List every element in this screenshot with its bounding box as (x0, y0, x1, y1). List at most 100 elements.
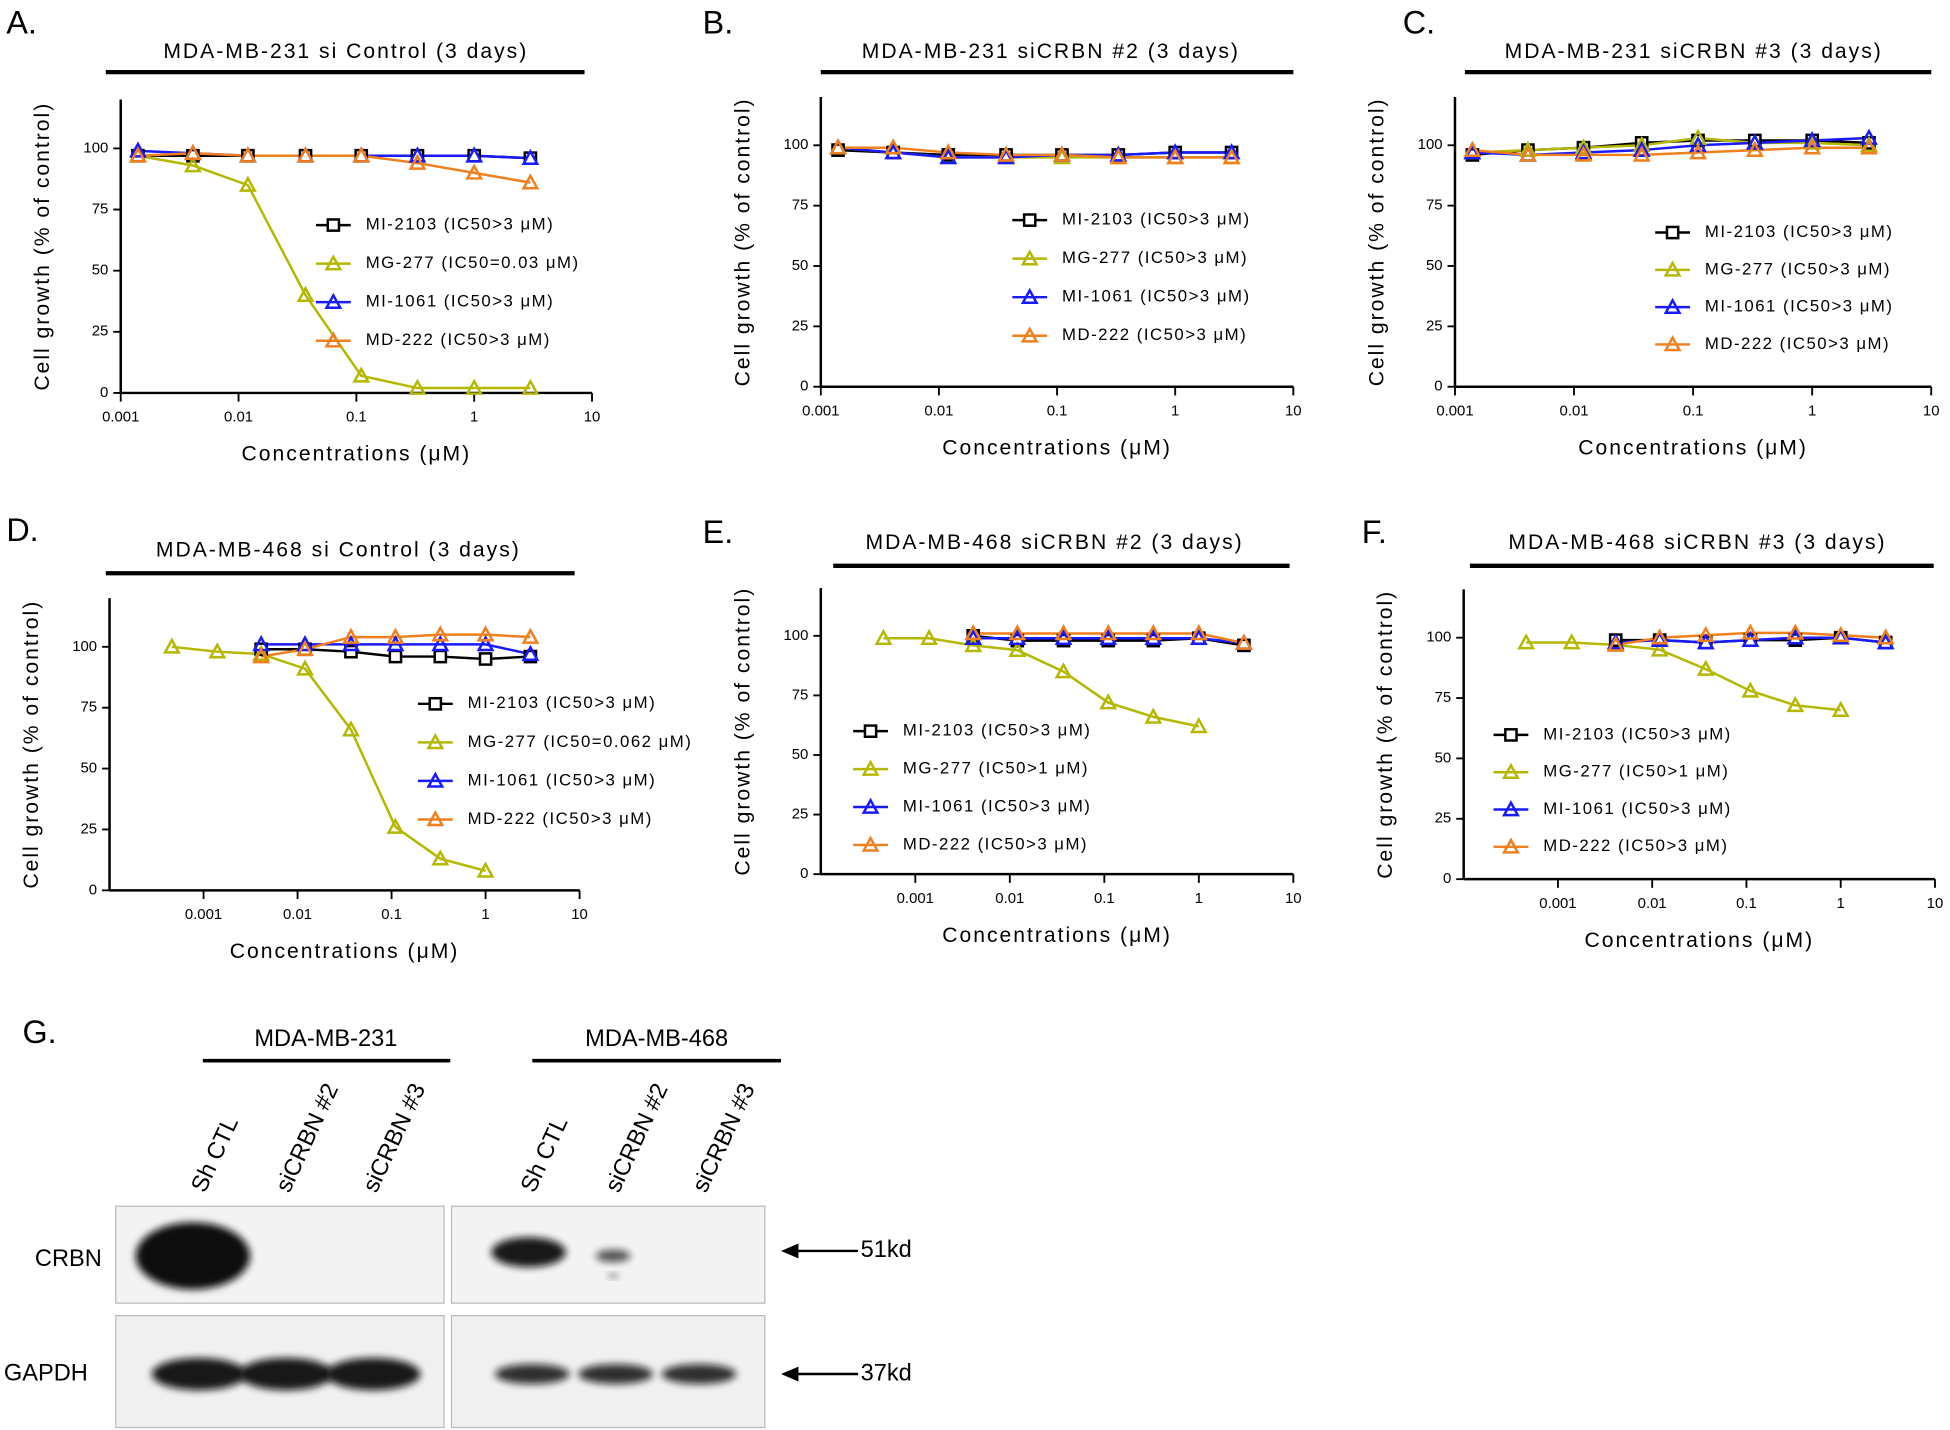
x-tick-label: 0.01 (1560, 403, 1589, 420)
band (608, 1273, 619, 1279)
y-tick-label: 25 (1435, 810, 1452, 827)
lane-label: siCRBN #2 (271, 1080, 344, 1197)
band (495, 1364, 570, 1384)
data-point (1144, 707, 1163, 724)
data-point (162, 637, 181, 654)
y-tick-label: 75 (792, 197, 809, 214)
data-point (1054, 628, 1073, 646)
data-point (238, 146, 257, 163)
legend-marker (1022, 213, 1037, 227)
data-point (1144, 624, 1163, 641)
x-tick-label: 0.1 (1683, 403, 1704, 420)
x-tick-label: 1 (1808, 403, 1816, 420)
band (135, 1222, 251, 1290)
legend-marker (426, 732, 445, 750)
legend-marker (1501, 762, 1520, 780)
data-point (1741, 681, 1760, 698)
legend-label: MG-277 (IC50=0.062 μM) (468, 732, 693, 751)
x-tick-label: 0.001 (897, 890, 934, 907)
x-tick-label: 0.1 (381, 906, 402, 923)
x-tick-label: 1 (1837, 895, 1845, 912)
y-axis-label: Cell growth (% of control) (731, 97, 754, 386)
y-tick-label: 0 (800, 378, 808, 395)
data-point (1517, 633, 1536, 650)
y-tick-label: 75 (792, 686, 809, 703)
legend-marker (326, 218, 341, 232)
data-point (884, 143, 903, 160)
data-point (1632, 135, 1651, 153)
legend-marker (861, 835, 880, 852)
data-point (1831, 625, 1850, 643)
data-point (1054, 624, 1073, 641)
x-tick-label: 10 (584, 409, 601, 426)
x-axis-label: Concentrations (μM) (242, 443, 472, 466)
x-tick-label: 0.001 (1436, 403, 1473, 420)
legend-label: MI-2103 (IC50>3 μM) (1705, 222, 1894, 241)
data-point (964, 624, 983, 641)
data-point (1144, 628, 1163, 646)
x-axis-label: Concentrations (μM) (230, 940, 460, 963)
x-tick-label: 0.01 (1638, 895, 1667, 912)
y-axis-label: Cell growth (% of control) (731, 587, 754, 876)
legend-label: MD-222 (IC50>3 μM) (468, 809, 653, 828)
y-tick-label: 25 (1426, 317, 1443, 334)
group-label: MDA-MB-468 (585, 1026, 728, 1052)
data-point (920, 628, 939, 646)
series-line (1472, 146, 1869, 157)
y-axis-label: Cell growth (% of control) (20, 600, 43, 889)
band (238, 1357, 334, 1391)
y-tick-label: 50 (1435, 749, 1452, 766)
data-point (129, 141, 147, 158)
data-point (1786, 623, 1805, 640)
data-point (431, 849, 450, 866)
legend-label: MI-2103 (IC50>3 μM) (903, 721, 1091, 740)
panel-label: A. (6, 4, 37, 40)
legend-marker (1665, 225, 1680, 240)
legend-label: MD-222 (IC50>3 μM) (366, 330, 551, 349)
x-tick-label: 0.1 (1736, 895, 1757, 912)
data-point (1189, 624, 1208, 641)
x-tick-label: 0.1 (1047, 403, 1068, 420)
y-tick-label: 100 (1426, 629, 1451, 646)
data-point (183, 143, 202, 161)
data-point (238, 175, 257, 192)
x-tick-label: 0.1 (346, 409, 367, 426)
y-tick-label: 25 (92, 323, 109, 340)
lane-label: siCRBN #2 (601, 1080, 674, 1197)
y-tick-label: 100 (72, 638, 97, 655)
x-tick-label: 1 (1195, 890, 1203, 907)
y-tick-label: 100 (783, 627, 808, 644)
legend-label: MI-2103 (IC50>3 μM) (1543, 724, 1732, 743)
data-point (408, 153, 427, 170)
y-tick-label: 0 (100, 384, 108, 401)
data-point (1876, 628, 1895, 645)
x-axis-label: Concentrations (μM) (1578, 436, 1808, 459)
data-point (1696, 659, 1715, 676)
panel-label: F. (1362, 514, 1387, 550)
series-line (883, 636, 1200, 728)
data-point (183, 156, 202, 173)
data-point (1606, 635, 1625, 652)
legend-label: MI-1061 (IC50>3 μM) (366, 292, 555, 311)
data-point (1860, 128, 1878, 145)
series-line (171, 645, 486, 873)
data-point (521, 644, 540, 661)
data-point (1574, 145, 1593, 162)
y-axis-label: Cell growth (% of control) (1365, 97, 1388, 386)
y-tick-label: 25 (792, 806, 809, 823)
arrow-head (781, 1243, 799, 1259)
data-point (1803, 138, 1822, 155)
legend-marker (1501, 800, 1520, 817)
data-point (433, 649, 448, 664)
data-point (1876, 633, 1895, 650)
x-tick-label: 1 (1171, 403, 1179, 420)
data-point (1632, 140, 1651, 157)
legend-label: MI-1061 (IC50>3 μM) (903, 796, 1091, 815)
y-tick-label: 0 (89, 881, 97, 898)
data-point (344, 644, 358, 659)
data-point (1099, 624, 1118, 641)
legend-marker (428, 696, 443, 711)
data-point (388, 649, 403, 664)
x-tick-label: 0.01 (224, 409, 253, 426)
